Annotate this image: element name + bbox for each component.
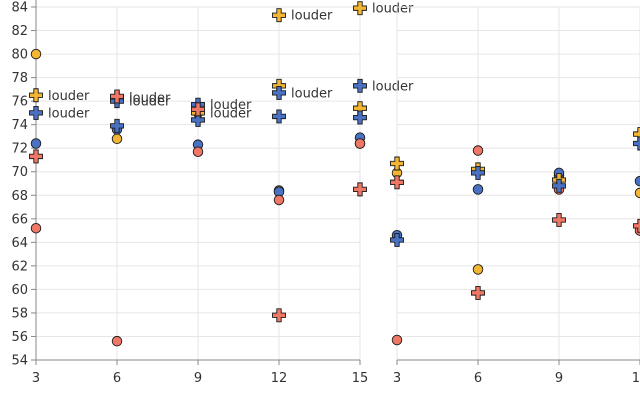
x-tick-label: 9 xyxy=(555,371,563,386)
x-tick-label: 15 xyxy=(352,371,369,386)
blue-plus-point xyxy=(354,79,367,92)
y-tick-label: 62 xyxy=(11,259,28,274)
red-plus-point xyxy=(391,176,404,189)
y-tick-label: 74 xyxy=(11,118,28,133)
yellow-plus-point xyxy=(273,9,286,22)
x-tick-label: 12 xyxy=(632,371,640,386)
red-plus-point xyxy=(553,213,566,226)
blue-circle-point xyxy=(635,176,640,186)
red-circle-point xyxy=(274,195,284,205)
yellow-plus-point xyxy=(30,89,43,102)
y-tick-label: 70 xyxy=(11,165,28,180)
annotation-label: louder xyxy=(48,106,90,121)
yellow-plus-point xyxy=(354,2,367,15)
x-tick-label: 6 xyxy=(474,371,482,386)
blue-circle-point xyxy=(473,185,483,195)
yellow-circle-point xyxy=(635,188,640,198)
annotation-label: louder xyxy=(210,106,252,121)
red-circle-point xyxy=(31,223,41,233)
annotation-label: louder xyxy=(372,79,414,94)
red-circle-point xyxy=(473,146,483,156)
red-plus-point xyxy=(354,183,367,196)
red-circle-point xyxy=(392,335,402,345)
red-circle-point xyxy=(193,147,203,157)
y-tick-label: 64 xyxy=(11,236,28,251)
y-tick-label: 84 xyxy=(11,1,28,16)
y-tick-label: 80 xyxy=(11,48,28,63)
panel-right: 3 6 9 12 xyxy=(391,7,640,386)
y-tick-label: 58 xyxy=(11,306,28,321)
yellow-plus-point xyxy=(391,157,404,170)
annotation-label: louder xyxy=(372,2,414,17)
x-tick-label: 6 xyxy=(113,371,121,386)
x-tick-label: 9 xyxy=(194,371,202,386)
red-plus-point xyxy=(472,286,485,299)
x-tick-label: 3 xyxy=(393,371,401,386)
red-plus-point xyxy=(273,309,286,322)
y-tick-label: 54 xyxy=(11,354,28,369)
blue-plus-point xyxy=(273,110,286,123)
yellow-circle-point xyxy=(473,265,483,275)
blue-plus-point xyxy=(354,111,367,124)
red-circle-point xyxy=(355,139,365,149)
blue-plus-point xyxy=(30,106,43,119)
annotation-label: louder xyxy=(291,86,333,101)
y-tick-label: 72 xyxy=(11,142,28,157)
yellow-circle-point xyxy=(31,49,41,59)
y-tick-label: 66 xyxy=(11,212,28,227)
y-tick-label: 68 xyxy=(11,189,28,204)
yellow-circle-point xyxy=(112,134,122,144)
y-tick-label: 56 xyxy=(11,330,28,345)
x-tick-label: 12 xyxy=(271,371,288,386)
red-circle-point xyxy=(112,336,122,346)
y-tick-label: 82 xyxy=(11,24,28,39)
panel-left: 3 6 9 12 15 54 56 58 60 62 64 66 68 70 72 74 76 78 80 82 84 l… xyxy=(11,0,414,386)
annotation-label: louder xyxy=(48,89,90,104)
y-tick-label: 78 xyxy=(11,71,28,86)
annotation-label: louder xyxy=(129,95,171,110)
red-plus-point xyxy=(30,150,43,163)
y-tick-label: 76 xyxy=(11,95,28,110)
annotation-label: louder xyxy=(291,9,333,24)
x-tick-label: 3 xyxy=(32,371,40,386)
blue-circle-point xyxy=(31,139,41,149)
y-tick-label: 60 xyxy=(11,283,28,298)
